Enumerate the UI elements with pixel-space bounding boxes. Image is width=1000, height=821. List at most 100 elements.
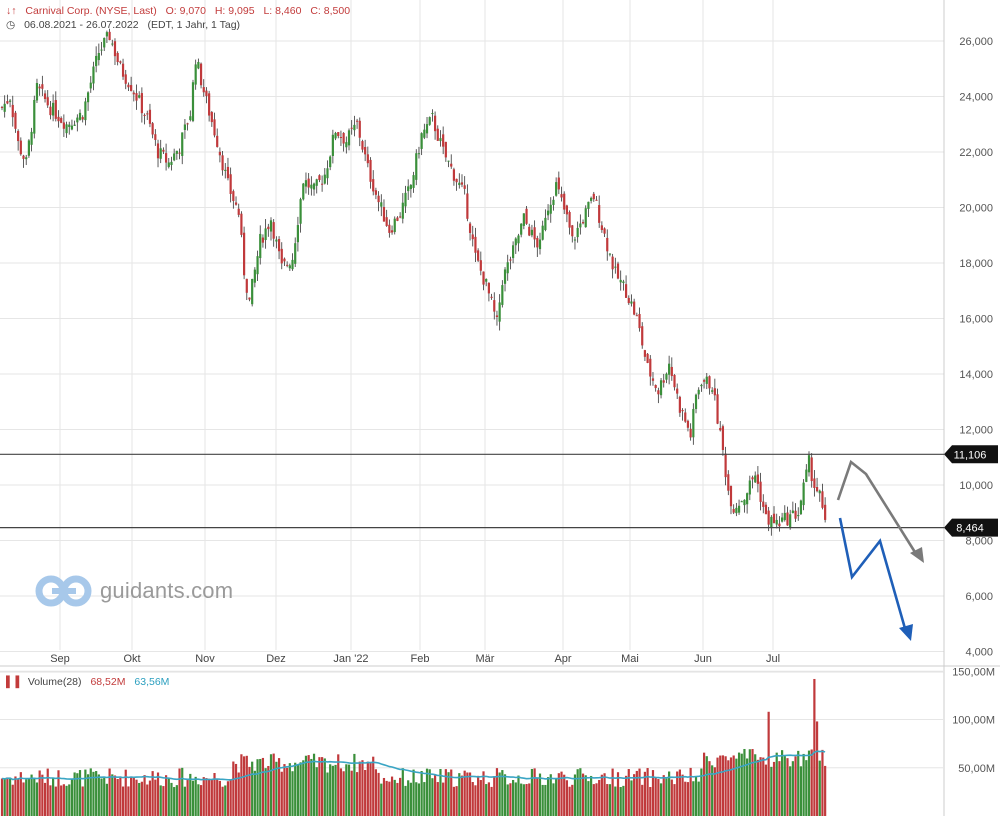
candle-body	[350, 127, 353, 129]
volume-bar	[229, 779, 232, 816]
volume-bar	[380, 783, 383, 816]
guidants-logo-icon	[35, 575, 92, 607]
volume-bar	[19, 772, 22, 816]
volume-bar	[657, 779, 660, 816]
candle-body	[746, 493, 749, 505]
candle-body	[428, 117, 431, 125]
volume-bar	[727, 760, 730, 816]
volume-bar	[546, 777, 550, 816]
volume-bar	[49, 785, 52, 816]
time-tick-label: Mai	[621, 653, 639, 665]
volume-bar	[697, 781, 700, 816]
volume-bar	[525, 783, 528, 816]
candle-body	[353, 124, 356, 131]
volume-bar	[520, 783, 523, 816]
volume-bar	[810, 749, 813, 816]
volume-bar	[27, 778, 30, 816]
volume-bar-icon: ▌	[6, 676, 14, 688]
volume-bar	[417, 783, 421, 816]
volume-label[interactable]: Volume(28)	[27, 676, 82, 688]
candle-body	[143, 114, 146, 116]
volume-bar	[824, 765, 827, 816]
volume-bar	[493, 776, 496, 816]
volume-bar	[702, 752, 706, 816]
price-level-tag	[944, 445, 998, 464]
candle-body	[62, 122, 65, 129]
volume-bar	[221, 786, 224, 816]
candle-body	[68, 124, 71, 127]
candle-body	[557, 177, 560, 190]
candle-body	[460, 182, 464, 185]
volume-bar	[563, 774, 566, 816]
volume-bar	[415, 782, 418, 816]
candle-body	[33, 99, 36, 134]
candle-body	[450, 163, 453, 167]
candle-body	[151, 123, 154, 135]
candle-body	[138, 95, 141, 98]
candle-body	[711, 390, 714, 392]
volume-bar	[35, 782, 39, 816]
candle-body	[813, 478, 816, 488]
volume-bar	[291, 771, 294, 816]
candle-body	[232, 191, 235, 201]
volume-bar	[444, 769, 447, 816]
volume-bar	[68, 784, 71, 816]
volume-bar	[183, 786, 187, 816]
volume-bar	[0, 778, 4, 816]
volume-bar	[455, 786, 458, 816]
date-range[interactable]: 06.08.2021 - 26.07.2022	[24, 19, 139, 31]
volume-bar	[38, 770, 41, 816]
volume-bar	[509, 783, 512, 816]
candle-body	[404, 192, 407, 207]
candle-body	[713, 388, 716, 396]
volume-bar	[751, 749, 754, 816]
candle-body	[57, 116, 60, 122]
volume-tick-label: 50,00M	[958, 763, 995, 775]
time-tick-label: Mär	[476, 653, 495, 665]
candle-body	[54, 100, 57, 119]
instrument-name[interactable]: Carnival Corp. (NYSE, Last)	[25, 5, 157, 17]
candle-body	[624, 284, 628, 298]
candle-body	[474, 236, 477, 253]
candle-body	[189, 116, 192, 121]
volume-bar	[791, 761, 794, 816]
volume-bar	[783, 756, 786, 816]
volume-bar	[713, 767, 716, 816]
candle-body	[22, 155, 25, 159]
candle-body	[530, 229, 534, 236]
volume-bar	[442, 782, 445, 816]
candle-body	[824, 504, 827, 520]
volume-bar	[490, 786, 493, 816]
candle-body	[665, 373, 668, 380]
timeframe[interactable]: (EDT, 1 Jahr, 1 Tag)	[147, 19, 241, 31]
volume-bar	[358, 761, 361, 816]
candle-body	[740, 501, 743, 503]
candle-body	[549, 204, 552, 214]
volume-bar	[468, 772, 472, 816]
volume-bar	[261, 757, 265, 816]
volume-bar	[210, 778, 213, 816]
volume-bar	[619, 787, 622, 816]
volume-bar	[571, 784, 574, 816]
volume-bar	[283, 764, 286, 816]
candle-body	[331, 134, 334, 156]
volume-bar	[659, 783, 663, 816]
volume-bar	[503, 774, 507, 816]
volume-bar	[460, 775, 464, 816]
candle-body	[275, 239, 278, 242]
candle-body	[49, 106, 52, 116]
candle-body	[140, 93, 143, 114]
candle-body	[433, 115, 437, 132]
candle-body	[544, 217, 547, 231]
candle-body	[170, 161, 173, 165]
candle-body	[178, 152, 181, 154]
volume-bar	[425, 768, 429, 816]
candle-body	[183, 124, 187, 130]
volume-bar	[555, 778, 558, 816]
candle-body	[767, 510, 770, 525]
price-tick-label: 18,000	[959, 258, 993, 270]
candle-body	[468, 223, 472, 233]
volume-bar	[681, 774, 684, 816]
candle-body	[436, 128, 439, 141]
